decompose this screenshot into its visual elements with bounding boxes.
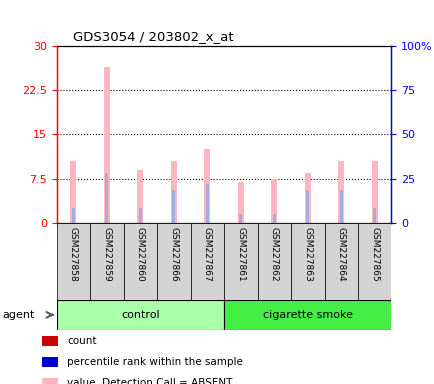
Text: GSM227860: GSM227860 [135,227,145,281]
Bar [56,300,224,330]
Bar [190,223,224,300]
Bar [271,179,276,223]
Bar [272,214,275,223]
Bar [123,223,157,300]
Text: GSM227858: GSM227858 [69,227,78,281]
Bar [171,161,176,223]
Text: control: control [121,310,159,320]
Text: GSM227861: GSM227861 [236,227,245,281]
Text: GDS3054 / 203802_x_at: GDS3054 / 203802_x_at [73,30,233,43]
Bar [70,161,76,223]
Bar [137,170,143,223]
Text: GSM227866: GSM227866 [169,227,178,281]
Text: GSM227867: GSM227867 [202,227,211,281]
Text: agent: agent [2,310,34,320]
Bar [104,67,109,223]
Text: GSM227865: GSM227865 [369,227,378,281]
Text: GSM227859: GSM227859 [102,227,111,281]
Bar [237,182,243,223]
Bar [239,214,242,223]
Bar [304,173,310,223]
Bar [290,223,324,300]
Bar [257,223,290,300]
Bar [224,223,257,300]
Text: GSM227862: GSM227862 [269,227,278,281]
Bar [42,357,58,367]
Text: GSM227863: GSM227863 [302,227,312,281]
Bar [72,208,75,223]
Text: value, Detection Call = ABSENT: value, Detection Call = ABSENT [67,378,232,384]
Bar [324,223,357,300]
Bar [205,184,208,223]
Bar [157,223,190,300]
Bar [42,378,58,384]
Bar [372,208,375,223]
Bar [371,161,377,223]
Bar [224,300,391,330]
Bar [56,223,90,300]
Bar [90,223,123,300]
Bar [338,161,343,223]
Bar [204,149,210,223]
Text: cigarette smoke: cigarette smoke [262,310,352,320]
Bar [172,190,175,223]
Text: percentile rank within the sample: percentile rank within the sample [67,357,242,367]
Bar [357,223,391,300]
Text: GSM227864: GSM227864 [336,227,345,281]
Bar [42,336,58,346]
Bar [105,173,108,223]
Text: count: count [67,336,96,346]
Bar [339,190,342,223]
Bar [138,208,141,223]
Bar [306,190,309,223]
